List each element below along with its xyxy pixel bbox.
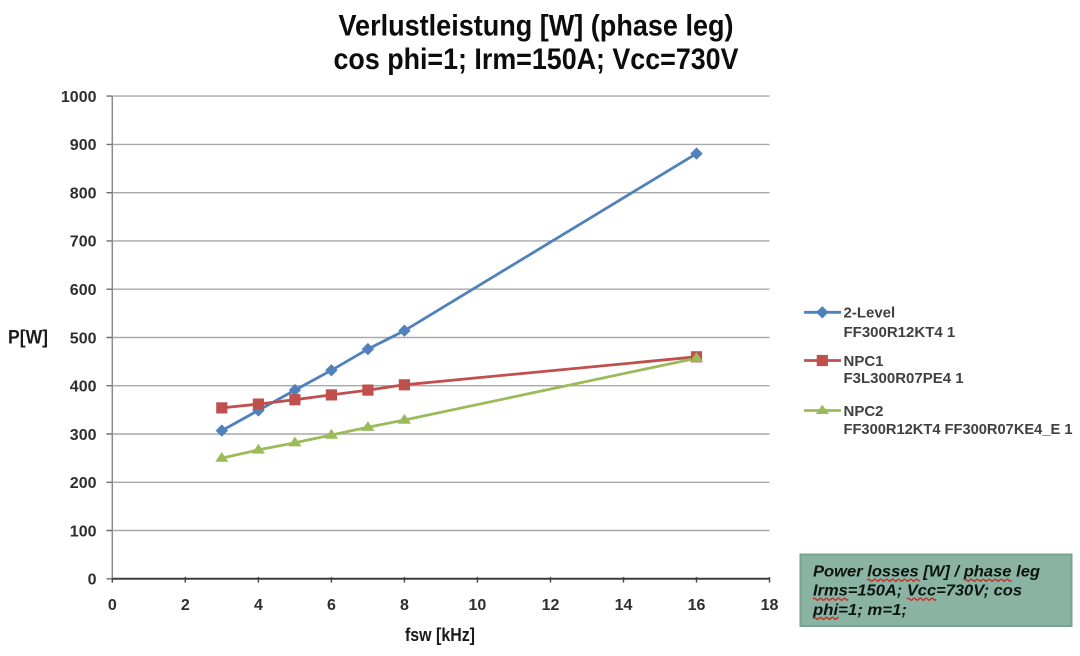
svg-text:18: 18 [761, 597, 779, 614]
svg-text:4: 4 [254, 597, 263, 614]
svg-text:phi=1; m=1;: phi=1; m=1; [812, 602, 907, 619]
svg-text:10: 10 [469, 597, 487, 614]
svg-text:900: 900 [70, 137, 97, 154]
svg-text:6: 6 [327, 597, 336, 614]
svg-text:16: 16 [688, 597, 706, 614]
svg-text:P[W]: P[W] [8, 328, 48, 349]
svg-text:cos phi=1; Irm=150A; Vcc=730V: cos phi=1; Irm=150A; Vcc=730V [334, 43, 739, 76]
svg-text:FF300R12KT4 1: FF300R12KT4 1 [844, 324, 956, 341]
svg-text:Verlustleistung [W] (phase leg: Verlustleistung [W] (phase leg) [339, 10, 734, 43]
svg-text:2: 2 [181, 597, 190, 614]
svg-text:600: 600 [70, 282, 97, 299]
svg-text:200: 200 [70, 475, 97, 492]
svg-text:14: 14 [615, 597, 633, 614]
svg-text:1000: 1000 [61, 89, 97, 106]
svg-text:NPC2: NPC2 [844, 403, 884, 420]
svg-text:Power losses [W] / phase leg: Power losses [W] / phase leg [813, 564, 1040, 581]
svg-text:700: 700 [70, 234, 97, 251]
svg-text:0: 0 [88, 572, 97, 589]
svg-text:500: 500 [70, 330, 97, 347]
svg-text:2-Level: 2-Level [844, 305, 896, 322]
svg-text:400: 400 [70, 379, 97, 396]
svg-text:Irms=150A; Vcc=730V; cos: Irms=150A; Vcc=730V; cos [813, 583, 1022, 600]
svg-text:300: 300 [70, 427, 97, 444]
svg-text:NPC1: NPC1 [844, 353, 884, 370]
svg-text:FF300R12KT4 FF300R07KE4_E 1: FF300R12KT4 FF300R07KE4_E 1 [844, 421, 1073, 438]
svg-text:12: 12 [542, 597, 560, 614]
svg-text:fsw [kHz]: fsw [kHz] [405, 624, 475, 645]
svg-text:8: 8 [400, 597, 409, 614]
svg-text:F3L300R07PE4 1: F3L300R07PE4 1 [844, 370, 964, 387]
svg-text:800: 800 [70, 186, 97, 203]
svg-text:100: 100 [70, 523, 97, 540]
svg-text:0: 0 [108, 597, 117, 614]
